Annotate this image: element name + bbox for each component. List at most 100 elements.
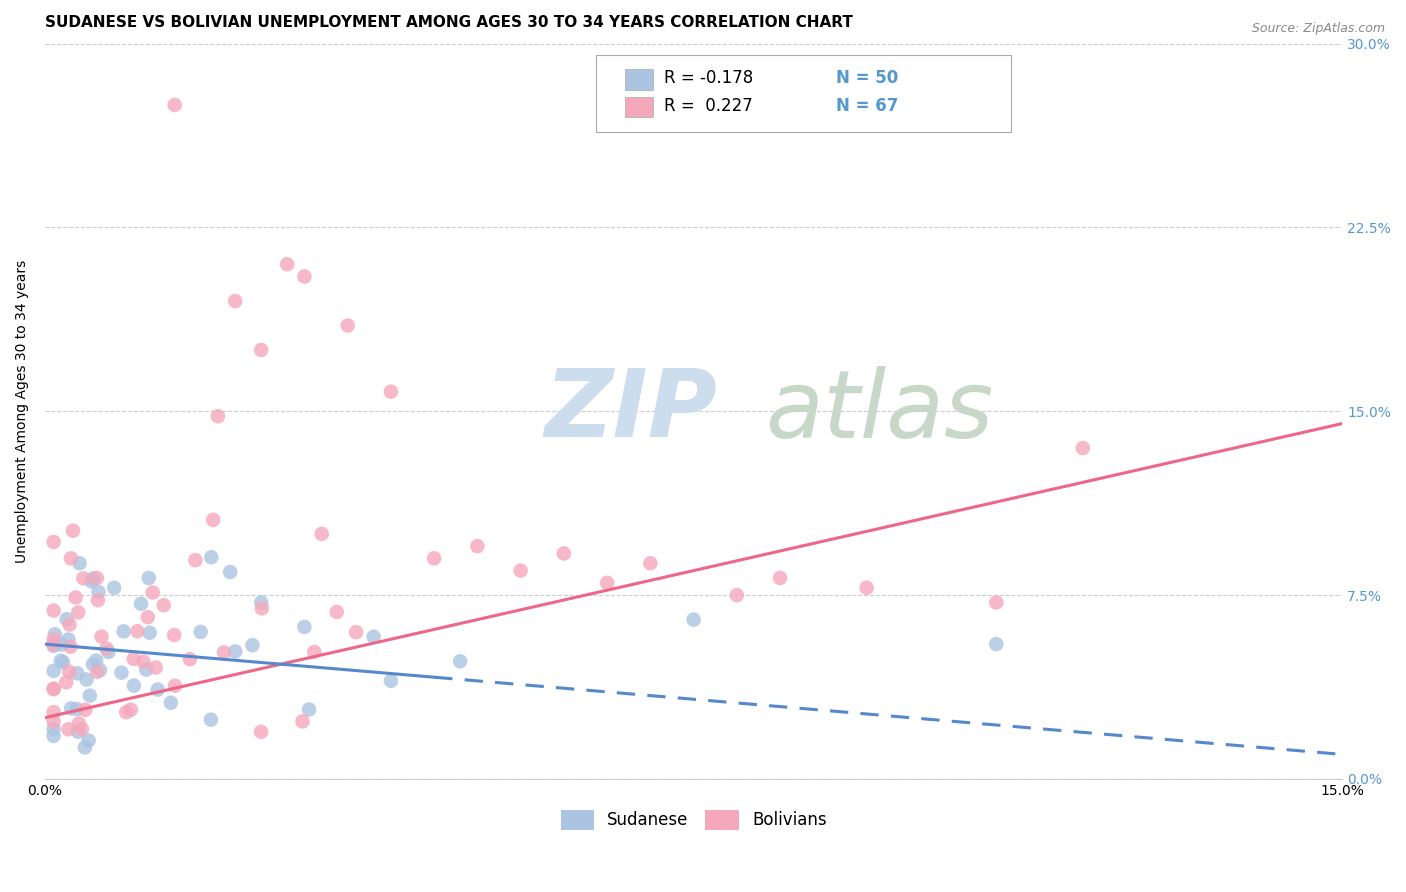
Point — [82, 571, 104, 585]
Point — [212, 645, 235, 659]
Point — [49, 654, 72, 668]
Point — [44, 627, 66, 641]
Point — [84, 654, 107, 668]
Point — [855, 581, 877, 595]
Point — [59, 551, 82, 566]
Point — [291, 714, 314, 729]
Point — [146, 682, 169, 697]
Text: R =  0.227: R = 0.227 — [664, 97, 752, 115]
Point — [42, 714, 65, 729]
FancyBboxPatch shape — [596, 54, 1011, 132]
Point — [136, 610, 159, 624]
Point — [42, 681, 65, 696]
Point — [596, 575, 619, 590]
Point — [250, 601, 273, 615]
Point — [55, 675, 77, 690]
Text: Source: ZipAtlas.com: Source: ZipAtlas.com — [1251, 22, 1385, 36]
Point — [96, 641, 118, 656]
Point — [423, 551, 446, 566]
Text: SUDANESE VS BOLIVIAN UNEMPLOYMENT AMONG AGES 30 TO 34 YEARS CORRELATION CHART: SUDANESE VS BOLIVIAN UNEMPLOYMENT AMONG … — [45, 15, 853, 30]
Point — [138, 625, 160, 640]
Text: ZIP: ZIP — [544, 366, 717, 458]
Point — [87, 593, 110, 607]
Point — [336, 318, 359, 333]
Point — [190, 624, 212, 639]
Point — [58, 632, 80, 647]
Point — [51, 638, 73, 652]
Point — [250, 724, 273, 739]
Point — [449, 654, 471, 668]
Point — [42, 705, 65, 719]
Point — [52, 655, 75, 669]
Point — [142, 585, 165, 599]
Point — [70, 722, 93, 736]
Bar — [624, 70, 654, 90]
Point — [73, 740, 96, 755]
Text: atlas: atlas — [765, 366, 993, 457]
Point — [42, 723, 65, 737]
Point — [110, 665, 132, 680]
Point — [76, 673, 98, 687]
Point — [200, 713, 222, 727]
Point — [122, 652, 145, 666]
Point — [42, 664, 65, 678]
Point — [132, 655, 155, 669]
Point — [58, 617, 80, 632]
Point — [62, 524, 84, 538]
Point — [294, 269, 316, 284]
Point — [58, 665, 80, 679]
Point — [250, 343, 273, 357]
Point — [72, 571, 94, 585]
Point — [380, 673, 402, 688]
Point — [115, 705, 138, 719]
Point — [59, 640, 82, 654]
Point — [80, 574, 103, 589]
Point — [224, 293, 246, 308]
Point — [97, 645, 120, 659]
Point — [67, 606, 90, 620]
Point — [202, 513, 225, 527]
Point — [65, 591, 87, 605]
Point — [103, 581, 125, 595]
Point — [160, 696, 183, 710]
Point — [55, 612, 77, 626]
Point — [242, 638, 264, 652]
Legend: Sudanese, Bolivians: Sudanese, Bolivians — [554, 803, 834, 837]
Point — [250, 595, 273, 609]
Point — [163, 628, 186, 642]
Point — [42, 637, 65, 651]
Point — [42, 632, 65, 647]
Point — [467, 539, 489, 553]
Point — [127, 624, 149, 639]
Point — [112, 624, 135, 639]
Point — [304, 645, 326, 659]
Point — [682, 613, 704, 627]
Point — [120, 703, 142, 717]
Point — [326, 605, 349, 619]
Point — [89, 663, 111, 677]
Point — [509, 564, 531, 578]
Point — [42, 729, 65, 743]
Point — [200, 550, 222, 565]
Point — [86, 571, 108, 585]
Point — [58, 723, 80, 737]
Point — [769, 571, 792, 585]
Text: N = 50: N = 50 — [837, 70, 898, 87]
Point — [42, 604, 65, 618]
Point — [163, 98, 186, 112]
Point — [66, 666, 89, 681]
Point — [152, 599, 174, 613]
Point — [129, 597, 152, 611]
Point — [725, 588, 748, 602]
Point — [298, 702, 321, 716]
Point — [344, 625, 367, 640]
Bar — [624, 96, 654, 117]
Point — [380, 384, 402, 399]
Point — [42, 682, 65, 697]
Point — [67, 716, 90, 731]
Point — [294, 620, 316, 634]
Point — [42, 639, 65, 653]
Point — [135, 663, 157, 677]
Point — [145, 660, 167, 674]
Point — [1071, 441, 1094, 455]
